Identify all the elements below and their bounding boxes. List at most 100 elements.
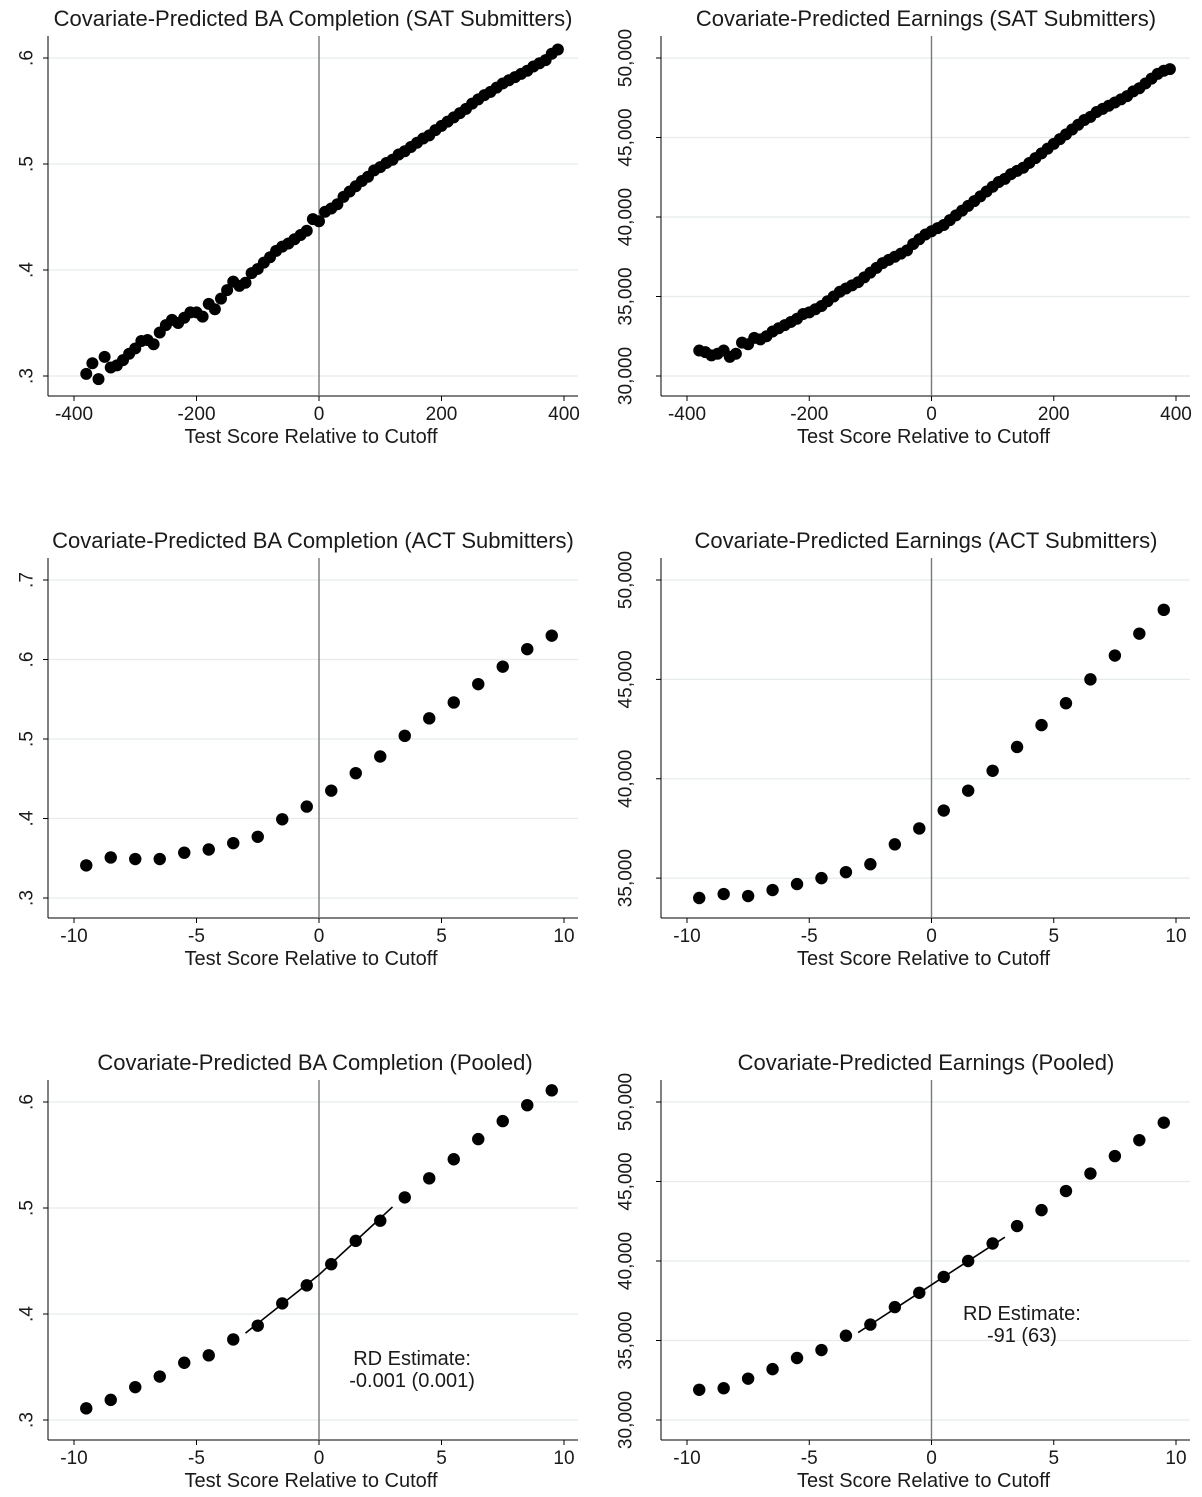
x-tick-label: -5 <box>801 926 818 947</box>
x-tick-label: -5 <box>188 926 205 947</box>
data-point <box>215 292 227 305</box>
data-point <box>766 883 779 897</box>
data-point <box>80 859 93 872</box>
chart-title: Covariate-Predicted BA Completion (SAT S… <box>54 6 573 31</box>
data-point <box>790 877 804 891</box>
data-point <box>496 660 509 673</box>
x-tick-label: 0 <box>926 926 937 947</box>
data-point <box>202 843 215 856</box>
data-point <box>545 629 558 642</box>
data-point <box>227 1333 240 1346</box>
y-tick-label: 40,000 <box>616 750 637 808</box>
x-axis-label: Test Score Relative to Cutoff <box>184 948 438 970</box>
chart-panel-4: 35,000 40,000 45,000 50,000 -10 -5 0 5 10 Test Sc… <box>616 528 1190 970</box>
data-point <box>349 766 362 780</box>
data-point <box>276 813 289 826</box>
data-point <box>551 43 564 56</box>
data-point <box>693 1383 706 1396</box>
x-tick-label: -10 <box>673 1448 700 1469</box>
data-point <box>741 1372 755 1385</box>
data-point <box>92 373 105 386</box>
y-tick-label: 30,000 <box>616 347 637 405</box>
x-tick-label: 200 <box>1038 404 1070 425</box>
data-point <box>545 1084 558 1097</box>
data-point <box>374 750 387 763</box>
x-tick-label: -400 <box>55 404 93 425</box>
data-point <box>1163 63 1176 76</box>
data-point <box>153 1370 166 1383</box>
y-tick-label: 50,000 <box>616 29 637 87</box>
data-point <box>815 1343 828 1357</box>
x-tick-label: -5 <box>801 1448 818 1469</box>
x-tick-label: -10 <box>60 926 87 947</box>
y-tick-label: .3 <box>17 368 38 384</box>
data-point <box>349 1234 362 1248</box>
x-tick-label: -200 <box>790 404 828 425</box>
x-tick-label: 10 <box>553 926 574 947</box>
data-point <box>496 1114 509 1128</box>
data-point <box>741 889 755 903</box>
x-tick-label: 10 <box>1165 1448 1186 1469</box>
data-point <box>251 1319 264 1332</box>
data-point <box>1059 1184 1073 1198</box>
y-tick-label: 35,000 <box>616 1311 637 1369</box>
y-tick-label: .5 <box>17 156 38 172</box>
x-tick-label: 200 <box>426 404 458 425</box>
data-point <box>839 865 853 879</box>
data-point <box>1035 718 1048 732</box>
rd-estimate-annotation: RD Estimate: <box>963 1303 1081 1325</box>
y-tick-label: 35,000 <box>616 267 637 325</box>
data-point <box>153 852 166 866</box>
data-point <box>717 887 730 901</box>
chart-title: Covariate-Predicted Earnings (Pooled) <box>738 1050 1115 1075</box>
data-point <box>221 284 234 297</box>
data-point <box>1108 649 1122 662</box>
data-point <box>1108 1149 1122 1163</box>
data-point <box>86 357 99 370</box>
data-point <box>104 1393 117 1407</box>
x-tick-label: 0 <box>926 404 937 425</box>
x-tick-label: 400 <box>1160 404 1192 425</box>
y-tick-label: .3 <box>17 890 38 906</box>
data-point <box>521 1098 534 1112</box>
x-tick-label: 10 <box>1165 926 1186 947</box>
y-tick-label: 45,000 <box>616 650 637 708</box>
data-point <box>227 836 240 850</box>
data-point <box>1157 1116 1170 1129</box>
y-tick-label: .5 <box>17 731 38 747</box>
x-tick-label: 0 <box>314 404 325 425</box>
data-point <box>447 696 460 709</box>
chart-panel-1: .3 .4 .5 .6 -400 -200 0 200 400 Test Score Relati… <box>17 6 580 448</box>
data-point <box>472 677 485 691</box>
data-point <box>147 338 160 351</box>
data-point <box>839 1329 853 1342</box>
data-point <box>129 1380 142 1394</box>
y-tick-label: .3 <box>17 1412 38 1428</box>
y-tick-label: 40,000 <box>616 188 637 246</box>
x-axis-label: Test Score Relative to Cutoff <box>797 948 1051 970</box>
x-tick-label: 5 <box>1048 1448 1059 1469</box>
rd-estimate-annotation: -91 (63) <box>987 1325 1057 1347</box>
x-tick-label: -5 <box>188 1448 205 1469</box>
data-point <box>202 1349 215 1362</box>
chart-title: Covariate-Predicted Earnings (ACT Submit… <box>695 528 1158 553</box>
data-point <box>766 1362 779 1376</box>
x-tick-label: -200 <box>177 404 215 425</box>
x-tick-label: -400 <box>668 404 706 425</box>
data-point <box>815 871 828 885</box>
data-point <box>864 858 877 871</box>
y-tick-label: .6 <box>17 1094 38 1110</box>
data-point <box>1157 603 1170 617</box>
data-point <box>472 1132 485 1146</box>
y-tick-label: 35,000 <box>616 849 637 907</box>
data-point <box>913 822 926 835</box>
data-point <box>208 303 221 316</box>
y-tick-label: 50,000 <box>616 1073 637 1131</box>
data-point <box>300 224 313 237</box>
y-tick-label: 50,000 <box>616 551 637 609</box>
data-point <box>1084 1167 1097 1180</box>
y-tick-label: .5 <box>17 1200 38 1216</box>
chart-title: Covariate-Predicted Earnings (SAT Submit… <box>696 6 1156 31</box>
data-point <box>961 1254 975 1268</box>
